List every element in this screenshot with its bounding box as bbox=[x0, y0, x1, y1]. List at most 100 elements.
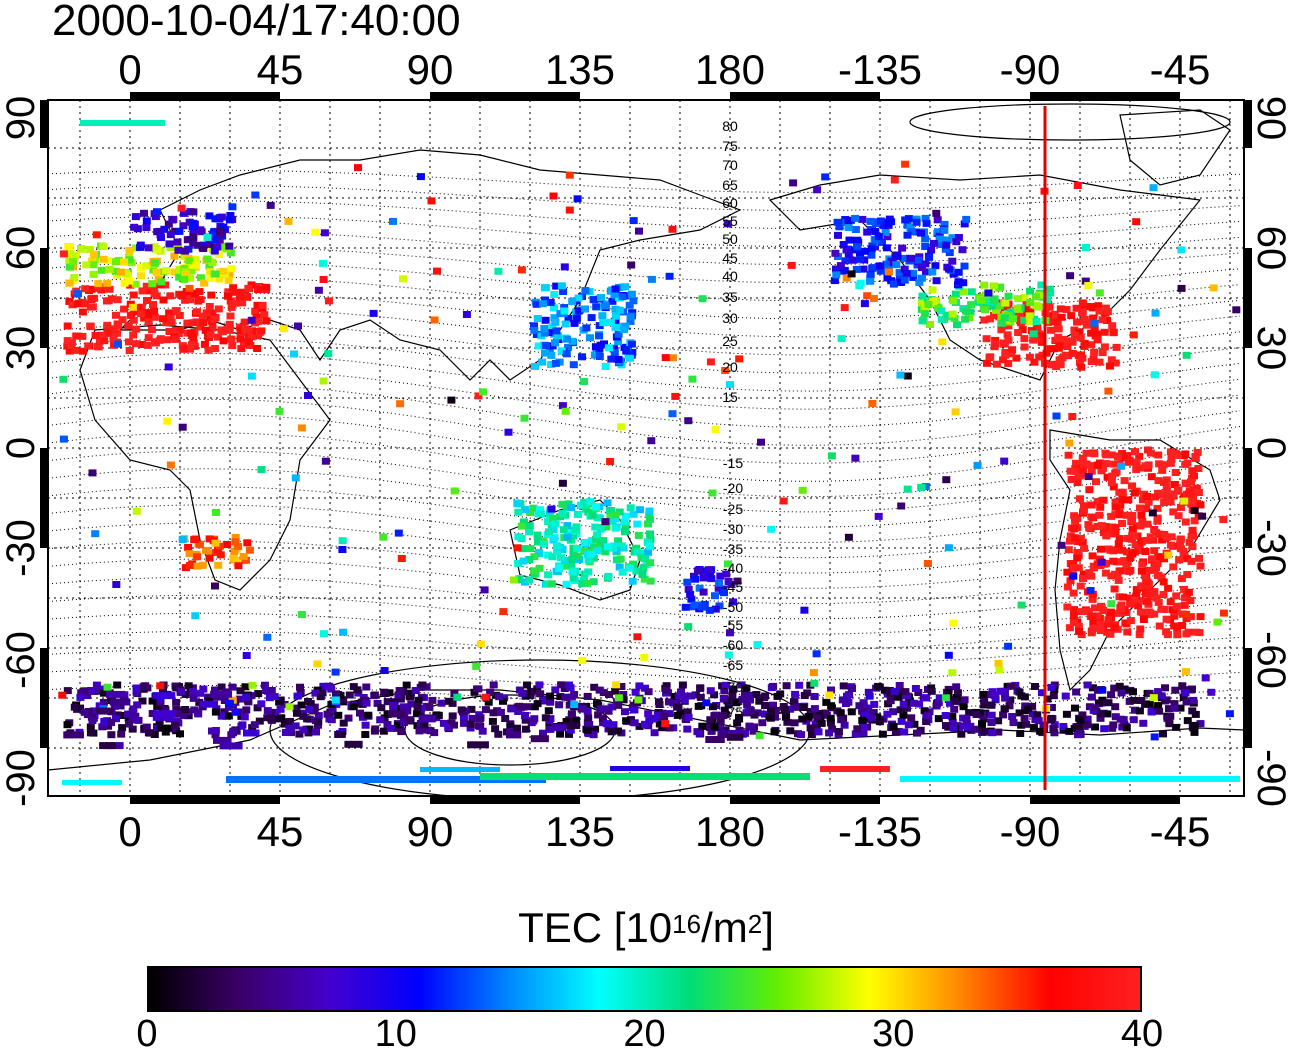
tec-pixel bbox=[275, 407, 284, 415]
tec-pixel bbox=[1004, 292, 1013, 300]
tec-pixel bbox=[474, 685, 483, 693]
tec-pixel bbox=[145, 729, 154, 737]
tec-pixel bbox=[314, 718, 323, 726]
tec-pixel bbox=[633, 633, 642, 641]
tec-pixel bbox=[721, 726, 730, 734]
tec-pixel bbox=[224, 703, 233, 711]
tec-pixel bbox=[783, 718, 792, 726]
tec-pixel bbox=[724, 651, 733, 659]
tec-pixel bbox=[583, 692, 592, 700]
tec-pixel bbox=[827, 452, 836, 460]
tec-pixel bbox=[749, 727, 758, 735]
tec-pixel bbox=[403, 707, 412, 715]
tec-pixel bbox=[922, 694, 931, 702]
tec-pixel bbox=[728, 729, 749, 737]
tec-pixel bbox=[994, 728, 1003, 736]
tec-pixel bbox=[557, 681, 566, 689]
tec-pixel bbox=[550, 291, 559, 298]
tec-pixel bbox=[846, 216, 855, 224]
tec-pixel bbox=[1146, 593, 1155, 601]
tec-pixel bbox=[1106, 630, 1115, 638]
tec-pixel bbox=[1087, 693, 1096, 701]
tec-pixel bbox=[1155, 622, 1164, 630]
tec-pixel bbox=[1109, 547, 1118, 555]
tec-pixel bbox=[626, 313, 635, 321]
tec-pixel bbox=[950, 314, 959, 322]
tec-pixel bbox=[86, 723, 95, 731]
tec-pixel bbox=[593, 531, 602, 539]
tec-pixel bbox=[836, 709, 845, 717]
tec-pixel bbox=[1142, 598, 1151, 605]
tec-pixel bbox=[580, 498, 589, 506]
tec-pixel bbox=[125, 277, 134, 285]
tec-pixel bbox=[71, 252, 80, 260]
tec-pixel bbox=[883, 274, 892, 282]
tec-pixel bbox=[980, 701, 989, 709]
tec-pixel bbox=[644, 520, 652, 528]
tec-pixel bbox=[361, 731, 370, 738]
tec-pixel bbox=[655, 698, 663, 706]
tec-pixel bbox=[1017, 721, 1026, 729]
tec-pixel bbox=[861, 247, 869, 255]
tec-pixel bbox=[142, 217, 151, 225]
tec-pixel bbox=[742, 684, 751, 692]
tec-pixel bbox=[242, 652, 251, 659]
maglat-label: 15 bbox=[722, 389, 738, 405]
tec-pixel bbox=[921, 260, 930, 268]
tec-pixel bbox=[567, 560, 576, 568]
tec-pixel bbox=[878, 730, 887, 738]
tec-pixel bbox=[893, 693, 902, 701]
tec-pixel bbox=[1015, 688, 1024, 696]
tec-pixel bbox=[804, 713, 813, 720]
tec-pixel bbox=[585, 721, 594, 728]
tec-pixel bbox=[1045, 303, 1054, 311]
tec-pixel bbox=[411, 687, 420, 694]
tec-pixel bbox=[937, 241, 946, 248]
tec-pixel bbox=[620, 344, 629, 351]
tec-pixel bbox=[274, 715, 283, 723]
tec-pixel bbox=[74, 290, 82, 298]
tec-pixel bbox=[962, 307, 971, 315]
tec-pixel bbox=[869, 709, 878, 717]
tec-pixel bbox=[133, 701, 142, 709]
tec-pixel bbox=[192, 261, 201, 269]
tec-pixel bbox=[513, 724, 521, 732]
tec-pixel bbox=[585, 288, 594, 296]
tec-pixel bbox=[962, 715, 971, 722]
tec-pixel bbox=[848, 685, 856, 692]
tec-pixel bbox=[1079, 460, 1088, 468]
tec-pixel bbox=[611, 285, 620, 293]
tec-pixel bbox=[874, 233, 883, 241]
tec-pixel bbox=[1170, 700, 1179, 708]
tec-pixel bbox=[430, 729, 439, 737]
tec-pixel bbox=[159, 296, 168, 304]
tec-pixel bbox=[164, 724, 173, 732]
tec-pixel bbox=[1097, 558, 1106, 566]
tec-pixel bbox=[1096, 503, 1105, 511]
tec-pixel bbox=[1165, 720, 1174, 728]
tec-pixel bbox=[920, 707, 929, 715]
tec-pixel bbox=[58, 691, 67, 699]
tec-pixel bbox=[842, 246, 851, 254]
tec-pixel bbox=[735, 355, 744, 363]
tec-pixel bbox=[200, 340, 209, 348]
tec-pixel bbox=[581, 287, 590, 294]
tec-pixel bbox=[290, 350, 298, 358]
tec-pixel bbox=[600, 340, 608, 348]
tec-pixel bbox=[953, 321, 961, 329]
tec-pixel bbox=[217, 326, 226, 334]
tec-pixel bbox=[1088, 595, 1097, 603]
tec-pixel bbox=[683, 578, 692, 586]
tec-pixel bbox=[619, 696, 628, 704]
tec-pixel bbox=[1093, 461, 1102, 469]
tec-pixel bbox=[376, 716, 385, 724]
tec-pixel bbox=[1142, 590, 1150, 597]
tec-pixel bbox=[205, 549, 214, 557]
tec-map: 0 45 90 135 180 -135 -90 -450 45 90 135 180 -135 -90-… bbox=[0, 46, 1292, 855]
tec-pixel bbox=[720, 687, 729, 695]
tec-pixel bbox=[1185, 538, 1194, 546]
tec-pixel bbox=[937, 307, 946, 315]
tec-pixel bbox=[1054, 333, 1063, 341]
tec-pixel bbox=[726, 381, 734, 389]
tec-pixel bbox=[287, 729, 296, 737]
